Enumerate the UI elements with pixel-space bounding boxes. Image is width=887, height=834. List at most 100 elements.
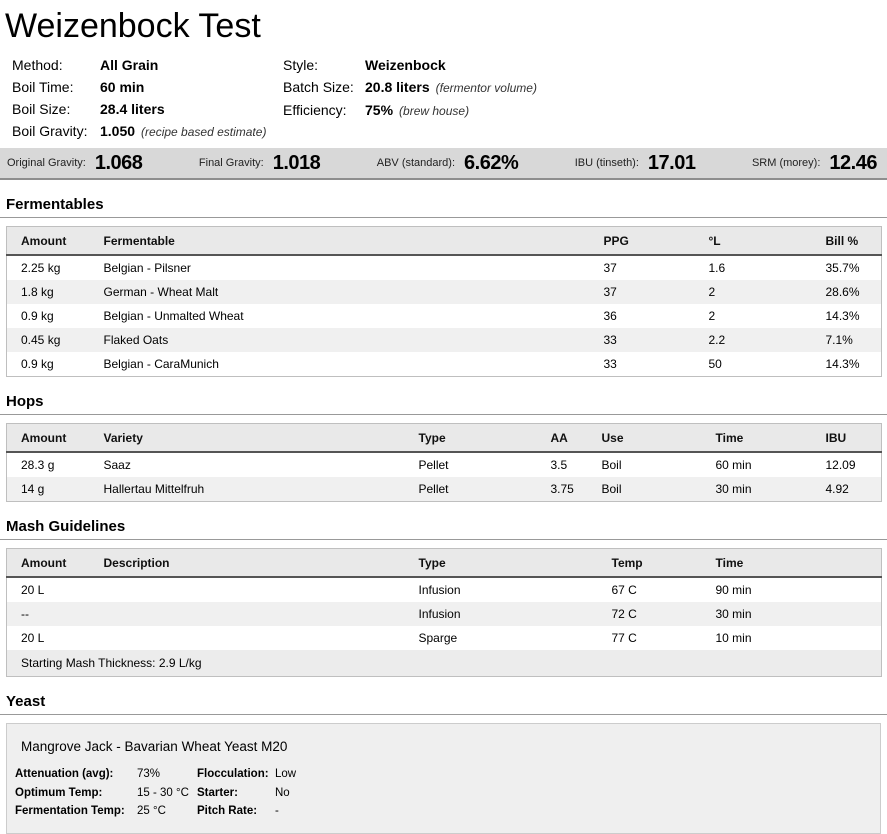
table-cell: -- [21, 607, 29, 621]
mash-guidelines-table: Amount Description Type Temp Time 20 L Infusio… [6, 548, 882, 677]
meta-column-right: Style: Weizenbock Batch Size: 20.8 liters (f… [283, 54, 887, 143]
table-cell: Pellet [418, 482, 449, 496]
mash-column-header: Temp [597, 548, 702, 578]
hops-column-header: Variety [89, 423, 405, 453]
hops-column-header: IBU [811, 423, 882, 453]
yeast-attr-row: Attenuation (avg): 73% Flocculation: Low [15, 765, 872, 784]
meta-note: (fermentor volume) [435, 81, 537, 95]
meta-value: 28.4 liters [100, 101, 165, 117]
table-cell: 33 [603, 333, 617, 347]
stat-label: SRM (morey): [751, 157, 821, 169]
yeast-panel: Mangrove Jack - Bavarian Wheat Yeast M20… [6, 723, 881, 834]
yeast-heading: Yeast [0, 693, 887, 715]
table-cell: Saaz [103, 458, 131, 472]
table-row: 0.9 kg Belgian - CaraMunich 33 50 14.3% [7, 352, 882, 377]
yeast-attr-label: Flocculation: [197, 768, 269, 780]
fermentables-table: Amount Fermentable PPG °L Bill % 2.25 kg Belgi… [6, 226, 882, 377]
meta-value: 75% [365, 102, 394, 118]
mash-column-header: Description [89, 548, 405, 578]
table-cell: 14.3% [825, 309, 860, 323]
table-cell: 33 [603, 357, 617, 371]
hops-column-header: Amount [6, 423, 90, 453]
table-cell [90, 626, 405, 650]
table-cell: 0.9 kg [21, 309, 54, 323]
stat-label: Original Gravity: [7, 157, 86, 169]
stat-value: 6.62% [464, 151, 519, 174]
table-cell: 2.25 kg [21, 261, 61, 275]
mash-column-header: Time [701, 548, 882, 578]
table-cell: 28.6% [825, 285, 860, 299]
meta-note: (brew house) [399, 104, 470, 118]
table-cell: 2 [708, 309, 716, 323]
meta-column-left: Method: All Grain Boil Time: 60 min Boil Siz… [12, 54, 283, 143]
meta-row: Boil Time: 60 min [12, 76, 283, 98]
table-cell: 14 g [21, 482, 45, 496]
table-cell: 3.75 [550, 482, 574, 496]
table-cell: 20 L [21, 631, 45, 645]
table-cell: 20 L [21, 583, 45, 597]
table-cell: 4.92 [825, 482, 849, 496]
table-row: 1.8 kg German - Wheat Malt 37 2 28.6% [6, 280, 882, 304]
page-title: Weizenbock Test [5, 7, 261, 45]
mash-guidelines-heading: Mash Guidelines [0, 518, 887, 540]
table-cell: 30 min [715, 482, 752, 496]
table-cell: 60 min [715, 458, 752, 472]
gravity-stats-bar: Original Gravity: 1.068 Final Gravity: 1.01… [0, 148, 887, 180]
meta-note: (recipe based estimate) [141, 125, 267, 139]
stat-label: ABV (standard): [376, 157, 456, 169]
hops-table: Amount Variety Type AA Use Time IBU 28.3 g Saaz P… [6, 423, 882, 502]
table-cell: 36 [603, 309, 617, 323]
fermentables-header-row: Amount Fermentable PPG °L Bill % [6, 226, 882, 256]
table-cell: 72 C [611, 607, 637, 621]
meta-row: Method: All Grain [12, 54, 283, 76]
stat-item: SRM (morey): 12.46 [751, 151, 878, 175]
table-cell: Flaked Oats [103, 333, 169, 347]
yeast-attr-row: Fermentation Temp: 25 °C Pitch Rate: - [15, 802, 872, 821]
fermentables-column-header: PPG [589, 226, 695, 256]
mash-footer-note: Starting Mash Thickness: 2.9 L/kg [6, 650, 882, 677]
table-cell: 37 [603, 261, 617, 275]
table-cell: 28.3 g [21, 458, 55, 472]
yeast-attr-label: Optimum Temp: [15, 786, 103, 799]
meta-label: Boil Gravity: [12, 123, 88, 139]
table-row: 14 g Hallertau Mittelfruh Pellet 3.75 Boil 30… [6, 477, 882, 502]
table-cell: Boil [601, 458, 622, 472]
fermentables-column-header: Bill % [811, 226, 882, 256]
stat-item: IBU (tinseth): 17.01 [575, 152, 696, 175]
table-cell: Belgian - Unmalted Wheat [103, 309, 244, 323]
table-cell: 1.8 kg [21, 285, 54, 299]
fermentables-column-header: °L [694, 226, 812, 256]
stat-label: IBU (tinseth): [574, 157, 639, 169]
table-row: 0.9 kg Belgian - Unmalted Wheat 36 2 14.3% [7, 304, 882, 328]
table-cell: 2.2 [708, 333, 726, 347]
meta-label: Boil Time: [12, 79, 74, 95]
stat-value: 12.46 [829, 151, 877, 174]
meta-value: All Grain [100, 57, 159, 73]
table-cell: 7.1% [825, 333, 853, 347]
table-row: 20 L Sparge 77 C 10 min [7, 626, 882, 650]
stat-label: Final Gravity: [198, 157, 264, 169]
stat-value: 1.068 [94, 151, 143, 174]
stat-item: ABV (standard): 6.62% [376, 151, 519, 175]
yeast-attr-label: Pitch Rate: [197, 805, 258, 817]
stat-item: Final Gravity: 1.018 [198, 152, 321, 175]
yeast-attr-value: Low [275, 768, 297, 780]
table-row: -- Infusion 72 C 30 min [6, 602, 882, 626]
hops-column-header: Use [587, 423, 702, 453]
table-cell: 37 [603, 285, 617, 299]
mash-footer-row: Starting Mash Thickness: 2.9 L/kg [6, 650, 882, 677]
stat-item: Original Gravity: 1.068 [7, 151, 143, 175]
table-cell: 35.7% [825, 261, 860, 275]
hops-column-header: Time [701, 423, 812, 453]
yeast-attr-value: - [275, 805, 279, 817]
yeast-attr-value: 25 °C [137, 805, 166, 817]
yeast-attr-label: Starter: [197, 786, 238, 799]
yeast-attributes: Attenuation (avg): 73% Flocculation: Low Opt… [15, 765, 872, 821]
table-cell [90, 602, 405, 626]
meta-value: 20.8 liters [365, 79, 430, 95]
table-cell: 14.3% [825, 357, 860, 371]
yeast-attr-value: 15 - 30 °C [137, 786, 189, 799]
hops-column-header: AA [536, 423, 588, 453]
table-cell: Infusion [418, 607, 461, 621]
table-row: 28.3 g Saaz Pellet 3.5 Boil 60 min 12.09 [7, 452, 882, 477]
